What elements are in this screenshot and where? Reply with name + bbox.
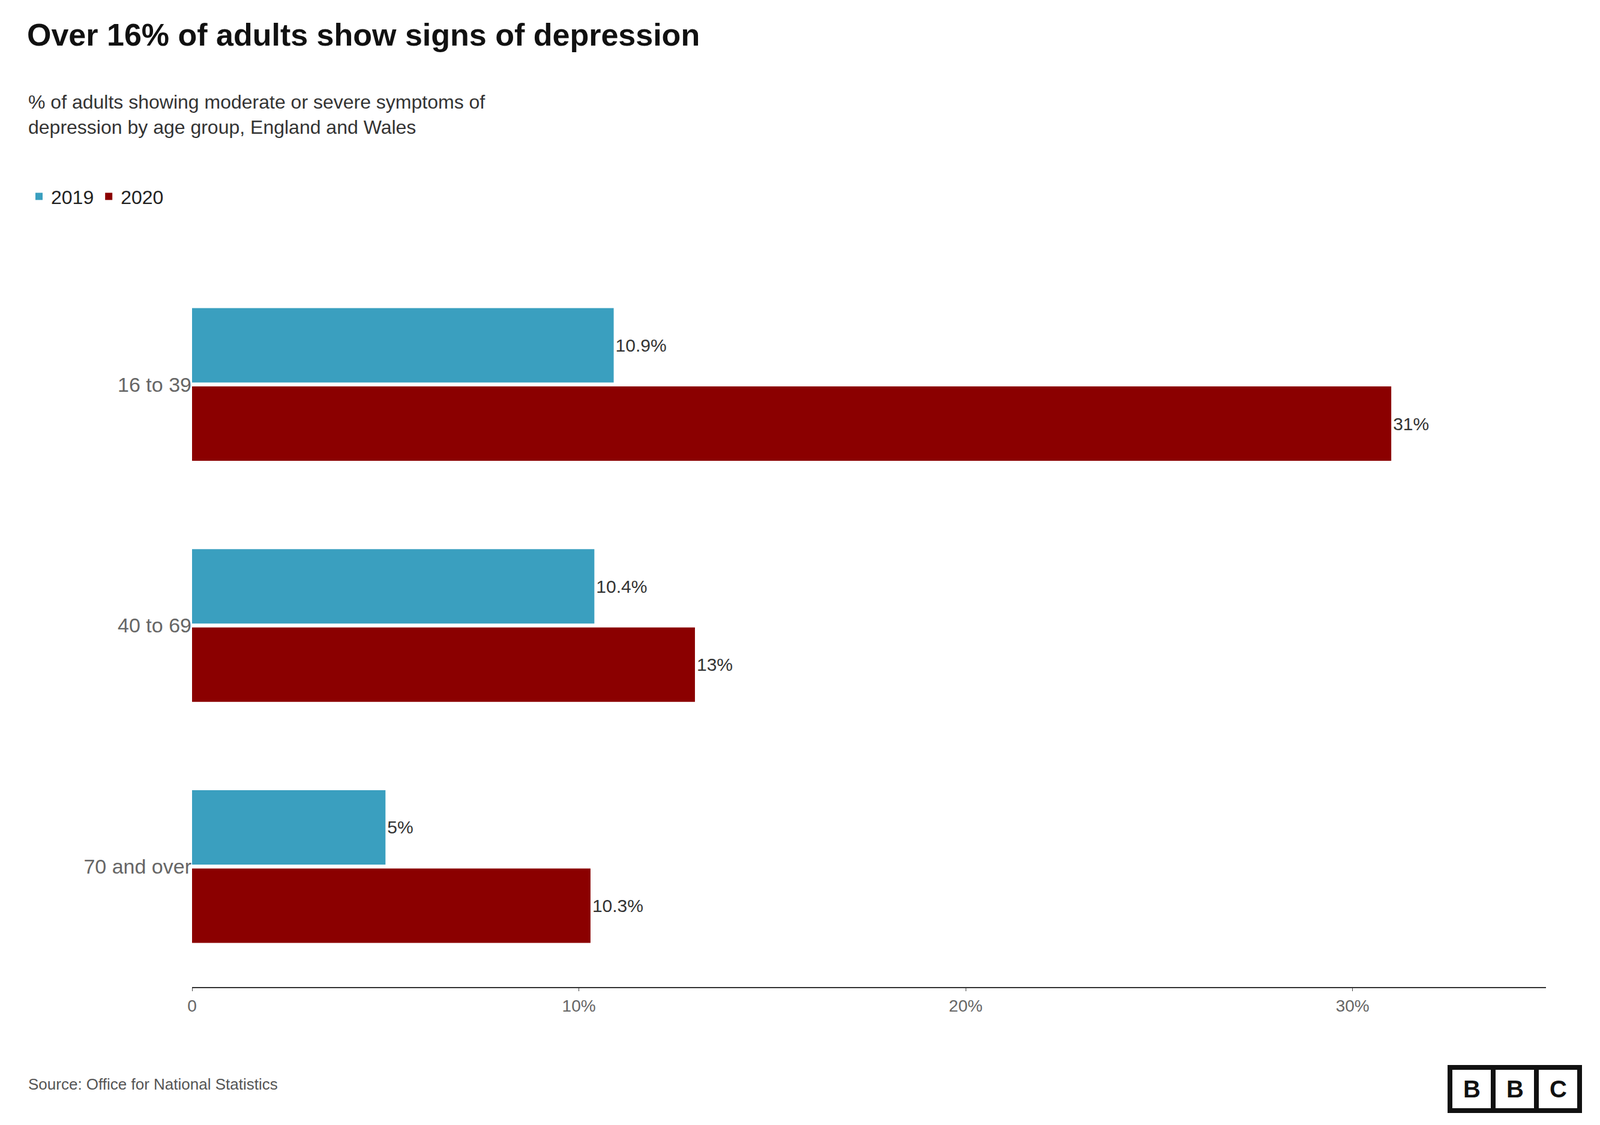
svg-text:20%: 20%	[948, 996, 983, 1016]
svg-text:10.3%: 10.3%	[592, 896, 644, 916]
svg-text:13%: 13%	[696, 654, 733, 675]
svg-text:31%: 31%	[1392, 414, 1429, 434]
svg-text:% of adults showing moderate o: % of adults showing moderate or severe s…	[28, 91, 485, 139]
svg-text:B: B	[1463, 1076, 1481, 1103]
svg-text:5%: 5%	[387, 817, 413, 838]
svg-text:10.4%: 10.4%	[595, 576, 647, 597]
svg-text:16 to 39: 16 to 39	[117, 373, 192, 397]
svg-text:30%: 30%	[1335, 996, 1370, 1016]
svg-text:B: B	[1506, 1076, 1524, 1103]
svg-text:0: 0	[187, 996, 197, 1016]
svg-text:Over 16% of adults show signs: Over 16% of adults show signs of depress…	[27, 17, 700, 53]
svg-text:2020: 2020	[120, 186, 164, 209]
svg-text:70 and over: 70 and over	[83, 855, 192, 879]
svg-text:10%: 10%	[562, 996, 596, 1016]
svg-text:40 to 69: 40 to 69	[117, 613, 192, 637]
svg-text:C: C	[1549, 1076, 1567, 1103]
svg-text:Source: Office for National St: Source: Office for National Statistics	[28, 1075, 278, 1094]
svg-text:10.9%: 10.9%	[615, 335, 667, 356]
svg-text:2019: 2019	[51, 186, 94, 209]
